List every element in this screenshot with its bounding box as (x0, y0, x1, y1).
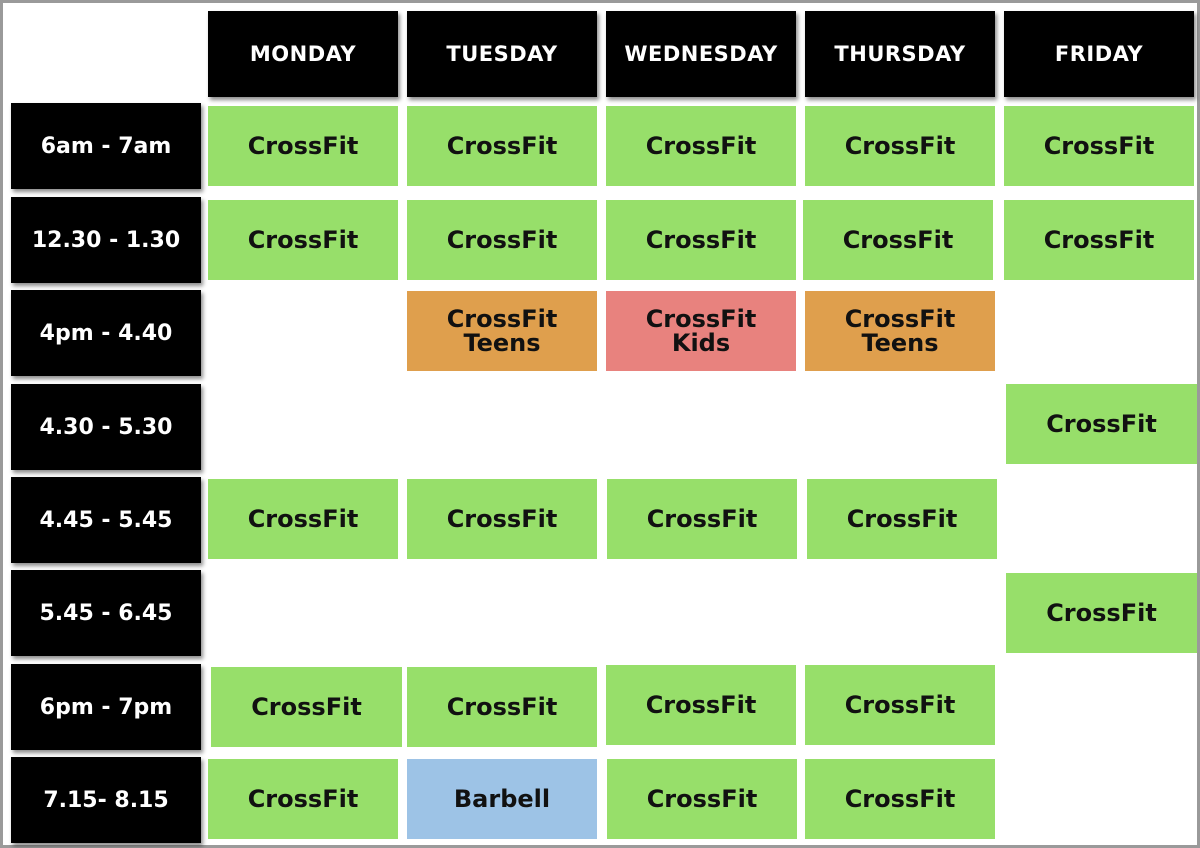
class-subtitle: Teens (463, 329, 541, 357)
class-cell-thu-row-1[interactable]: CrossFit (805, 106, 995, 186)
header-wednesday: WEDNESDAY (606, 11, 796, 97)
class-cell-fri-row-1[interactable]: CrossFit (1004, 106, 1194, 186)
class-name: CrossFit (844, 305, 956, 333)
class-subtitle: Teens (861, 329, 939, 357)
class-cell-thu-row-5[interactable]: CrossFit (807, 479, 997, 559)
class-cell-wed-row-2[interactable]: CrossFit (606, 200, 796, 280)
time-label-row-1: 6am - 7am (11, 103, 201, 189)
class-cell-wed-row-5[interactable]: CrossFit (607, 479, 797, 559)
class-subtitle: Kids (671, 329, 731, 357)
class-cell-wed-row-3[interactable]: CrossFit Kids (606, 291, 796, 371)
class-cell-thu-row-2[interactable]: CrossFit (803, 200, 993, 280)
class-name: CrossFit (446, 305, 558, 333)
header-thursday: THURSDAY (805, 11, 995, 97)
class-cell-thu-row-8[interactable]: CrossFit (805, 759, 995, 839)
class-cell-thu-row-7[interactable]: CrossFit (805, 665, 995, 745)
class-cell-tue-row-2[interactable]: CrossFit (407, 200, 597, 280)
class-cell-wed-row-7[interactable]: CrossFit (606, 665, 796, 745)
class-cell-tue-row-5[interactable]: CrossFit (407, 479, 597, 559)
class-cell-mon-row-5[interactable]: CrossFit (208, 479, 398, 559)
header-friday: FRIDAY (1004, 11, 1194, 97)
class-cell-tue-row-1[interactable]: CrossFit (407, 106, 597, 186)
class-cell-mon-row-1[interactable]: CrossFit (208, 106, 398, 186)
class-cell-fri-row-4[interactable]: CrossFit (1006, 384, 1197, 464)
class-cell-tue-row-7[interactable]: CrossFit (407, 667, 597, 747)
time-label-row-6: 5.45 - 6.45 (11, 570, 201, 656)
class-cell-mon-row-8[interactable]: CrossFit (208, 759, 398, 839)
class-name: CrossFit (645, 305, 757, 333)
time-label-row-3: 4pm - 4.40 (11, 290, 201, 376)
time-label-row-4: 4.30 - 5.30 (11, 384, 201, 470)
class-cell-wed-row-1[interactable]: CrossFit (606, 106, 796, 186)
class-cell-thu-row-3[interactable]: CrossFit Teens (805, 291, 995, 371)
class-cell-tue-row-8[interactable]: Barbell (407, 759, 597, 839)
time-label-row-5: 4.45 - 5.45 (11, 477, 201, 563)
time-label-row-7: 6pm - 7pm (11, 664, 201, 750)
header-monday: MONDAY (208, 11, 398, 97)
class-cell-fri-row-6[interactable]: CrossFit (1006, 573, 1197, 653)
class-cell-fri-row-2[interactable]: CrossFit (1004, 200, 1194, 280)
class-cell-tue-row-3[interactable]: CrossFit Teens (407, 291, 597, 371)
class-cell-wed-row-8[interactable]: CrossFit (607, 759, 797, 839)
time-label-row-2: 12.30 - 1.30 (11, 197, 201, 283)
class-cell-mon-row-2[interactable]: CrossFit (208, 200, 398, 280)
time-label-row-8: 7.15- 8.15 (11, 757, 201, 843)
header-tuesday: TUESDAY (407, 11, 597, 97)
class-cell-mon-row-7[interactable]: CrossFit (211, 667, 402, 747)
